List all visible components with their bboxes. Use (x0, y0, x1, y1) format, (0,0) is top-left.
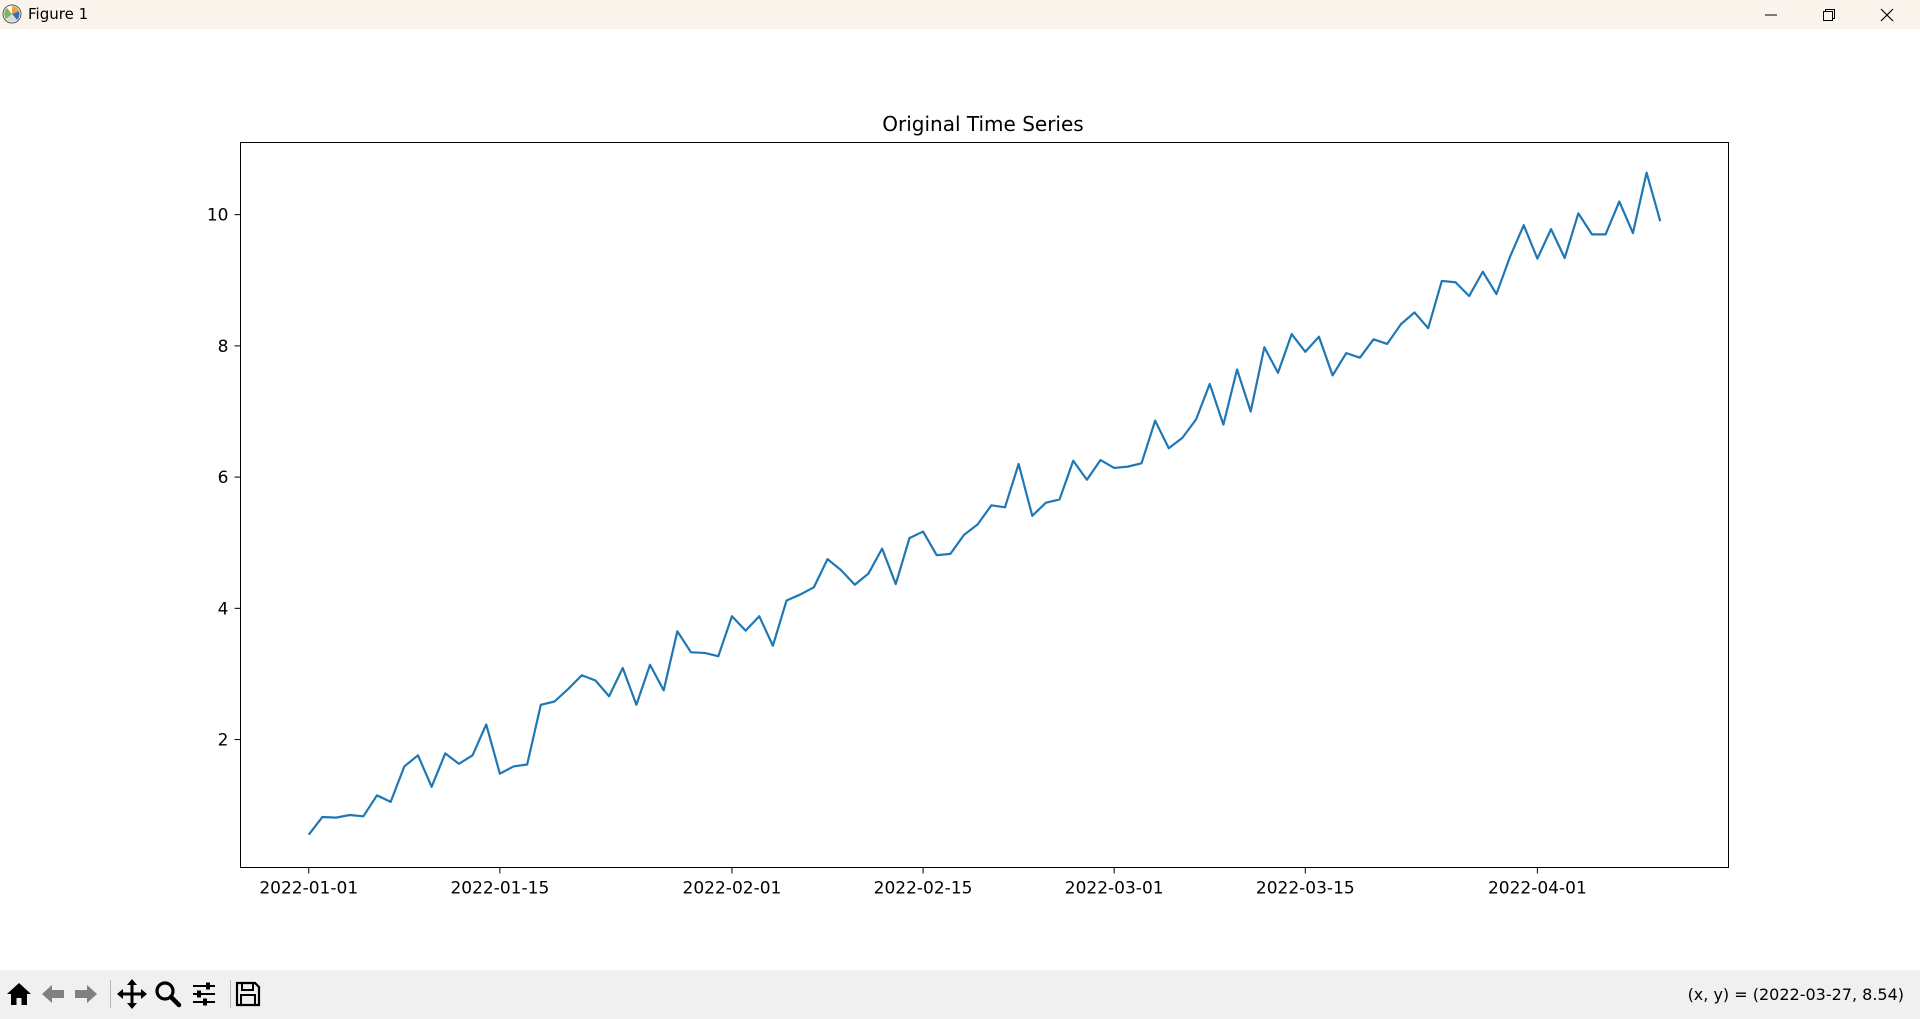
x-tick-label: 2022-04-01 (1488, 879, 1587, 899)
chart-title: Original Time Series (882, 112, 1083, 136)
forward-button[interactable] (70, 978, 102, 1010)
configure-subplots-button[interactable] (188, 978, 220, 1010)
restore-button[interactable] (1800, 0, 1858, 29)
x-tick-label: 2022-02-01 (683, 879, 782, 899)
x-tick-label: 2022-03-01 (1065, 879, 1164, 899)
configure-subplots-icon (193, 982, 215, 1006)
window-title: Figure 1 (28, 5, 89, 23)
y-tick-label: 2 (218, 731, 229, 751)
y-tick-label: 10 (207, 206, 229, 226)
back-button[interactable] (37, 978, 69, 1010)
y-tick-label: 8 (218, 337, 229, 357)
home-icon (7, 983, 31, 1005)
y-tick-label: 6 (218, 468, 229, 488)
forward-arrow-icon (75, 985, 97, 1003)
cursor-coordinates: (x, y) = (2022-03-27, 8.54) (1687, 985, 1904, 1004)
save-button[interactable] (232, 978, 264, 1010)
series-line (307, 171, 1662, 836)
navigation-toolbar: (x, y) = (2022-03-27, 8.54) (0, 970, 1920, 1019)
save-icon (235, 981, 261, 1007)
x-tick-label: 2022-03-15 (1256, 879, 1355, 899)
toolbar-separator (230, 980, 231, 1008)
x-tick-label: 2022-01-01 (259, 879, 358, 899)
plot-area-frame (240, 142, 1729, 868)
toolbar-separator (110, 980, 111, 1008)
x-tick-label: 2022-02-15 (874, 879, 973, 899)
zoom-icon (155, 981, 182, 1008)
restore-icon (1823, 8, 1835, 21)
back-arrow-icon (42, 985, 64, 1003)
close-icon (1880, 8, 1894, 21)
line-chart: Original Time Series 2022-01-01 2022-01-1… (207, 112, 1729, 899)
zoom-button[interactable] (152, 978, 184, 1010)
matplotlib-icon (2, 4, 22, 24)
minimize-button[interactable] (1742, 0, 1800, 29)
pan-icon (117, 979, 147, 1009)
figure-canvas[interactable]: Original Time Series 2022-01-01 2022-01-1… (0, 29, 1920, 970)
minimize-icon (1765, 14, 1777, 15)
y-tick-label: 4 (218, 599, 229, 619)
window-titlebar: Figure 1 (0, 0, 1920, 29)
home-button[interactable] (3, 978, 35, 1010)
x-tick-label: 2022-01-15 (450, 879, 549, 899)
close-button[interactable] (1858, 0, 1916, 29)
pan-button[interactable] (116, 978, 148, 1010)
